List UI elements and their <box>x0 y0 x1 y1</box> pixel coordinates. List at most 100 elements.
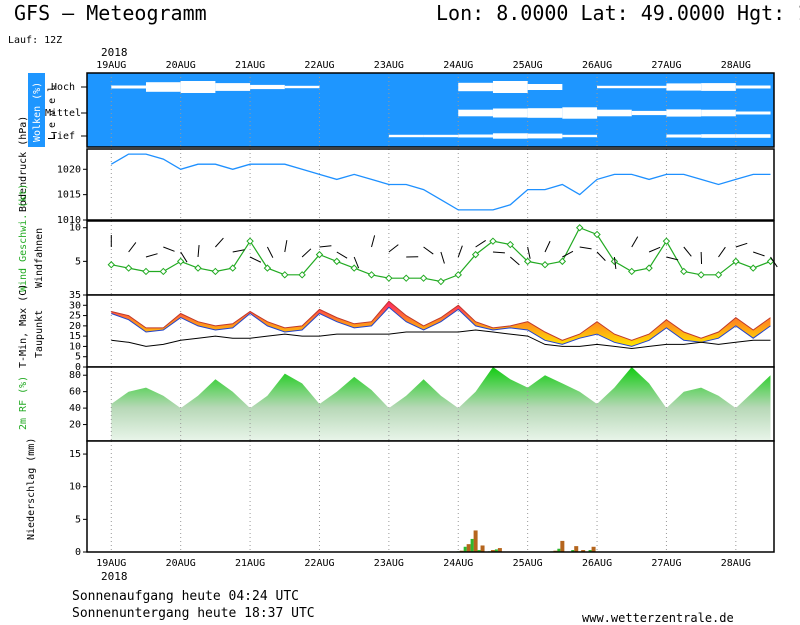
wind-speed-marker <box>281 271 289 279</box>
wind-barb <box>319 245 332 248</box>
precip-tick-label: 0 <box>75 547 81 558</box>
date-tick-label: 22AUG <box>304 558 334 569</box>
wind-barb <box>666 256 679 261</box>
year-bottom: 2018 <box>101 570 128 583</box>
wind-speed-marker <box>732 257 740 266</box>
pressure-tick-label: 1020 <box>57 164 81 175</box>
model-run: Lauf: 12Z <box>8 35 62 46</box>
temperature-tick-label: 0 <box>75 362 81 373</box>
pressure-tick-label: 1015 <box>57 190 81 201</box>
wind-speed-marker <box>263 264 272 272</box>
pressure-panel: 1010 1015 1020 <box>57 148 775 226</box>
date-tick-label: 24AUG <box>443 60 473 71</box>
wind-speed-marker <box>333 257 341 266</box>
date-tick-label: 21AUG <box>235 558 265 569</box>
cloud-cover-block <box>562 107 598 119</box>
humidity-panel: 20 40 60 80 <box>69 366 775 442</box>
wind-speed-marker <box>628 267 636 276</box>
cloud-cover-block <box>388 134 424 138</box>
wind-barb <box>232 249 245 253</box>
credit-link[interactable]: www.wetterzentrale.de <box>582 611 734 625</box>
wind-barb <box>371 235 376 248</box>
humidity-tick-label: 40 <box>69 403 81 414</box>
wind-speed-marker <box>315 250 324 259</box>
page-title: GFS – Meteogramm <box>14 1 207 25</box>
date-tick-label: 19AUG <box>96 558 126 569</box>
wind-barb <box>475 240 486 248</box>
wind-barb <box>301 248 312 258</box>
cloud-level-label: Mittel <box>45 108 81 119</box>
wind-tick-label: 10 <box>69 223 81 234</box>
cloud-cover-block <box>666 83 702 91</box>
humidity-area <box>111 367 771 441</box>
wind-speed-marker <box>350 264 358 272</box>
precip-bar <box>591 546 596 552</box>
date-tick-label: 28AUG <box>721 558 751 569</box>
wind-barb <box>718 246 726 258</box>
precip-bar <box>490 550 495 552</box>
wind-barb <box>544 240 551 253</box>
cloud-cover-block <box>562 134 598 138</box>
wind-speed-marker <box>246 237 254 245</box>
wind-barb <box>353 256 360 269</box>
date-tick-label: 25AUG <box>513 60 543 71</box>
cloud-cover-block <box>735 134 771 138</box>
year-top: 2018 <box>101 46 128 59</box>
temperature-tick-label: 25 <box>69 311 81 322</box>
date-tick-label: 20AUG <box>166 558 196 569</box>
temperature-axis-title: T-Min, Max (C) <box>18 284 29 368</box>
precip-bar <box>466 544 471 552</box>
wind-barb <box>683 246 692 257</box>
sunset-text: Sonnenuntergang heute 18:37 UTC <box>72 606 315 621</box>
precip-tick-label: 10 <box>69 482 81 493</box>
wind-barb <box>215 237 224 248</box>
wind-speed-marker <box>124 264 133 272</box>
wind-barb-title: Windfahnen <box>34 228 45 288</box>
wind-barb <box>128 242 137 253</box>
precip-convective-bar <box>477 550 481 552</box>
wind-speed-marker <box>489 237 497 245</box>
precip-bar <box>497 548 502 552</box>
cloud-cover-block <box>492 108 528 118</box>
wind-barb <box>562 250 574 258</box>
wind-barb <box>249 256 262 263</box>
cloud-cover-block <box>701 134 736 138</box>
location-readout: Lon: 8.0000 Lat: 49.0000 Hgt: 17 <box>436 1 800 25</box>
wind-speed-marker <box>194 264 202 272</box>
pressure-tick-label: 1010 <box>57 215 81 226</box>
precip-tick-label: 15 <box>69 449 81 460</box>
precip-axis-title: Niederschlag (mm) <box>26 438 37 540</box>
date-tick-label: 28AUG <box>721 60 751 71</box>
humidity-tick-label: 80 <box>69 370 81 381</box>
cloud-cover-block <box>458 82 493 92</box>
precip-convective-bar <box>470 538 474 552</box>
wind-barb <box>613 256 617 269</box>
wind-speed-marker <box>159 267 168 276</box>
wind-barb <box>388 244 399 253</box>
wind-barb <box>457 245 463 258</box>
wind-tick-label: 5 <box>75 256 81 267</box>
wind-axis-title: Wind Geschwi. (kt) <box>18 184 29 292</box>
cloud-cover-block <box>423 134 459 138</box>
wind-speed-marker <box>714 271 723 279</box>
date-tick-label: 20AUG <box>166 60 196 71</box>
cloud-cover-block <box>701 109 736 117</box>
precip-tick-label: 5 <box>75 514 81 525</box>
cloud-cover-block <box>597 85 667 89</box>
wind-speed-marker <box>541 261 549 269</box>
wind-speed-marker <box>107 261 115 269</box>
panel-border <box>86 440 775 553</box>
cloud-cover-block <box>458 134 493 138</box>
cloud-cover-block <box>666 109 702 117</box>
panel-background <box>87 441 774 552</box>
precip-bar <box>480 545 485 552</box>
cloud-axis-title: Wolken (%) <box>32 82 43 142</box>
panel-border <box>86 148 775 221</box>
wind-barb <box>266 246 274 258</box>
date-tick-label: 26AUG <box>582 558 612 569</box>
temperature-tick-label: 35 <box>69 290 81 301</box>
wind-barb <box>509 256 520 266</box>
wind-speed-marker <box>142 267 150 276</box>
